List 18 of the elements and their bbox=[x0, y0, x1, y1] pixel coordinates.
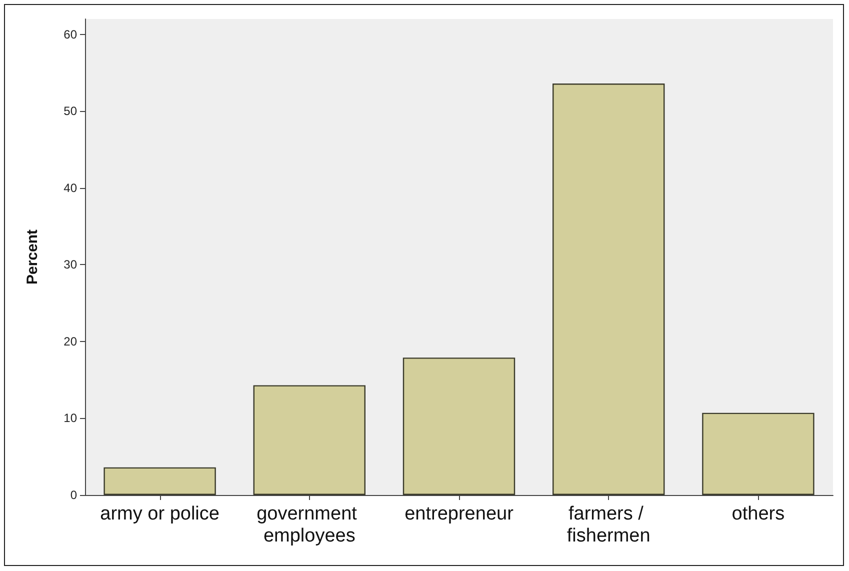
y-tick-label: 10 bbox=[64, 411, 78, 426]
bar bbox=[552, 83, 665, 495]
bar bbox=[402, 358, 516, 495]
x-tick-label: government employees bbox=[256, 504, 362, 546]
bar bbox=[104, 467, 216, 495]
y-tick-label: 20 bbox=[64, 334, 78, 348]
bar bbox=[253, 385, 366, 495]
y-tick-label: 60 bbox=[64, 27, 78, 42]
x-tick-label: others bbox=[732, 504, 785, 524]
bar bbox=[702, 412, 814, 495]
y-tick-label: 40 bbox=[64, 180, 78, 195]
x-tick-label: entrepreneur bbox=[404, 504, 514, 524]
x-tick-label: farmers / fishermen bbox=[566, 504, 650, 546]
y-axis-title: Percent bbox=[24, 229, 41, 285]
y-tick-label: 30 bbox=[64, 258, 78, 272]
y-tick-label: 0 bbox=[70, 488, 78, 502]
y-tick-label: 50 bbox=[64, 104, 78, 118]
x-tick-label: army or police bbox=[100, 504, 220, 524]
